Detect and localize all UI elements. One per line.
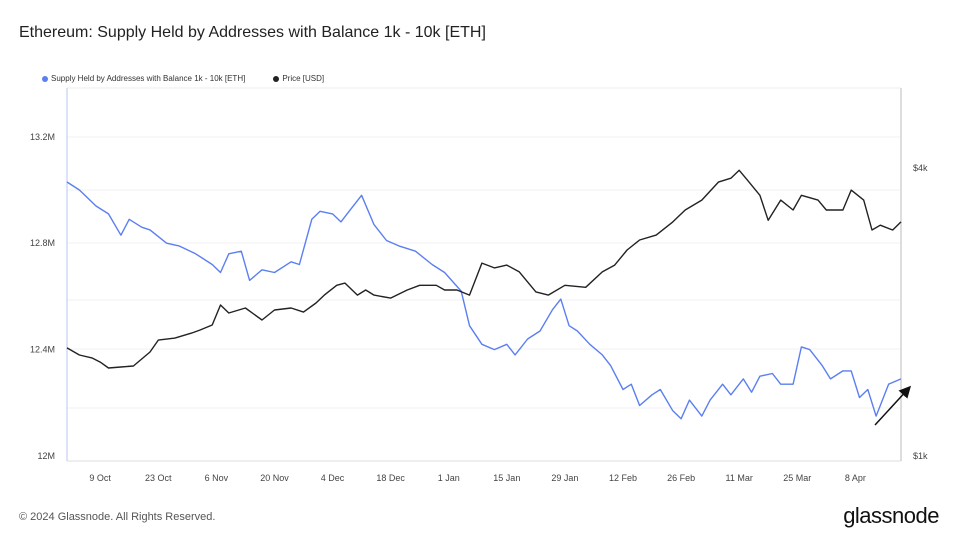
x-tick-label: 9 Oct bbox=[89, 473, 111, 483]
x-tick-label: 1 Jan bbox=[438, 473, 460, 483]
legend-dot-icon bbox=[42, 75, 48, 82]
supply-series-line bbox=[66, 181, 902, 420]
y-left-tick-label: 13.2M bbox=[30, 132, 55, 142]
x-tick-label: 25 Mar bbox=[783, 473, 811, 483]
x-tick-label: 11 Mar bbox=[726, 473, 753, 483]
annotation-arrow bbox=[874, 385, 912, 426]
x-tick-label: 6 Nov bbox=[205, 473, 229, 483]
x-tick-label: 20 Nov bbox=[260, 473, 289, 483]
glassnode-logo: glassnode bbox=[843, 503, 939, 528]
x-tick-label: 18 Dec bbox=[376, 473, 405, 483]
x-tick-label: 12 Feb bbox=[609, 473, 637, 483]
legend-item-supply[interactable]: Supply Held by Addresses with Balance 1k… bbox=[42, 74, 245, 83]
legend: Supply Held by Addresses with Balance 1k… bbox=[42, 74, 324, 83]
legend-item-price[interactable]: Price [USD] bbox=[273, 74, 324, 83]
y-right-tick-label: $1k bbox=[913, 451, 928, 461]
y-left-tick-label: 12M bbox=[37, 451, 55, 461]
x-tick-label: 26 Feb bbox=[667, 473, 695, 483]
legend-dot-icon bbox=[273, 75, 280, 82]
x-tick-label: 29 Jan bbox=[551, 473, 578, 483]
chart-title: Ethereum: Supply Held by Addresses with … bbox=[19, 24, 486, 41]
x-tick-label: 8 Apr bbox=[845, 473, 866, 483]
x-tick-label: 15 Jan bbox=[493, 473, 520, 483]
copyright: © 2024 Glassnode. All Rights Reserved. bbox=[19, 511, 216, 523]
x-tick-label: 23 Oct bbox=[145, 473, 172, 483]
x-tick-label: 4 Dec bbox=[321, 473, 345, 483]
price-series-line bbox=[66, 169, 902, 369]
y-left-tick-label: 12.4M bbox=[30, 345, 55, 355]
y-left-tick-label: 12.8M bbox=[30, 238, 55, 248]
y-right-tick-label: $4k bbox=[913, 163, 928, 173]
